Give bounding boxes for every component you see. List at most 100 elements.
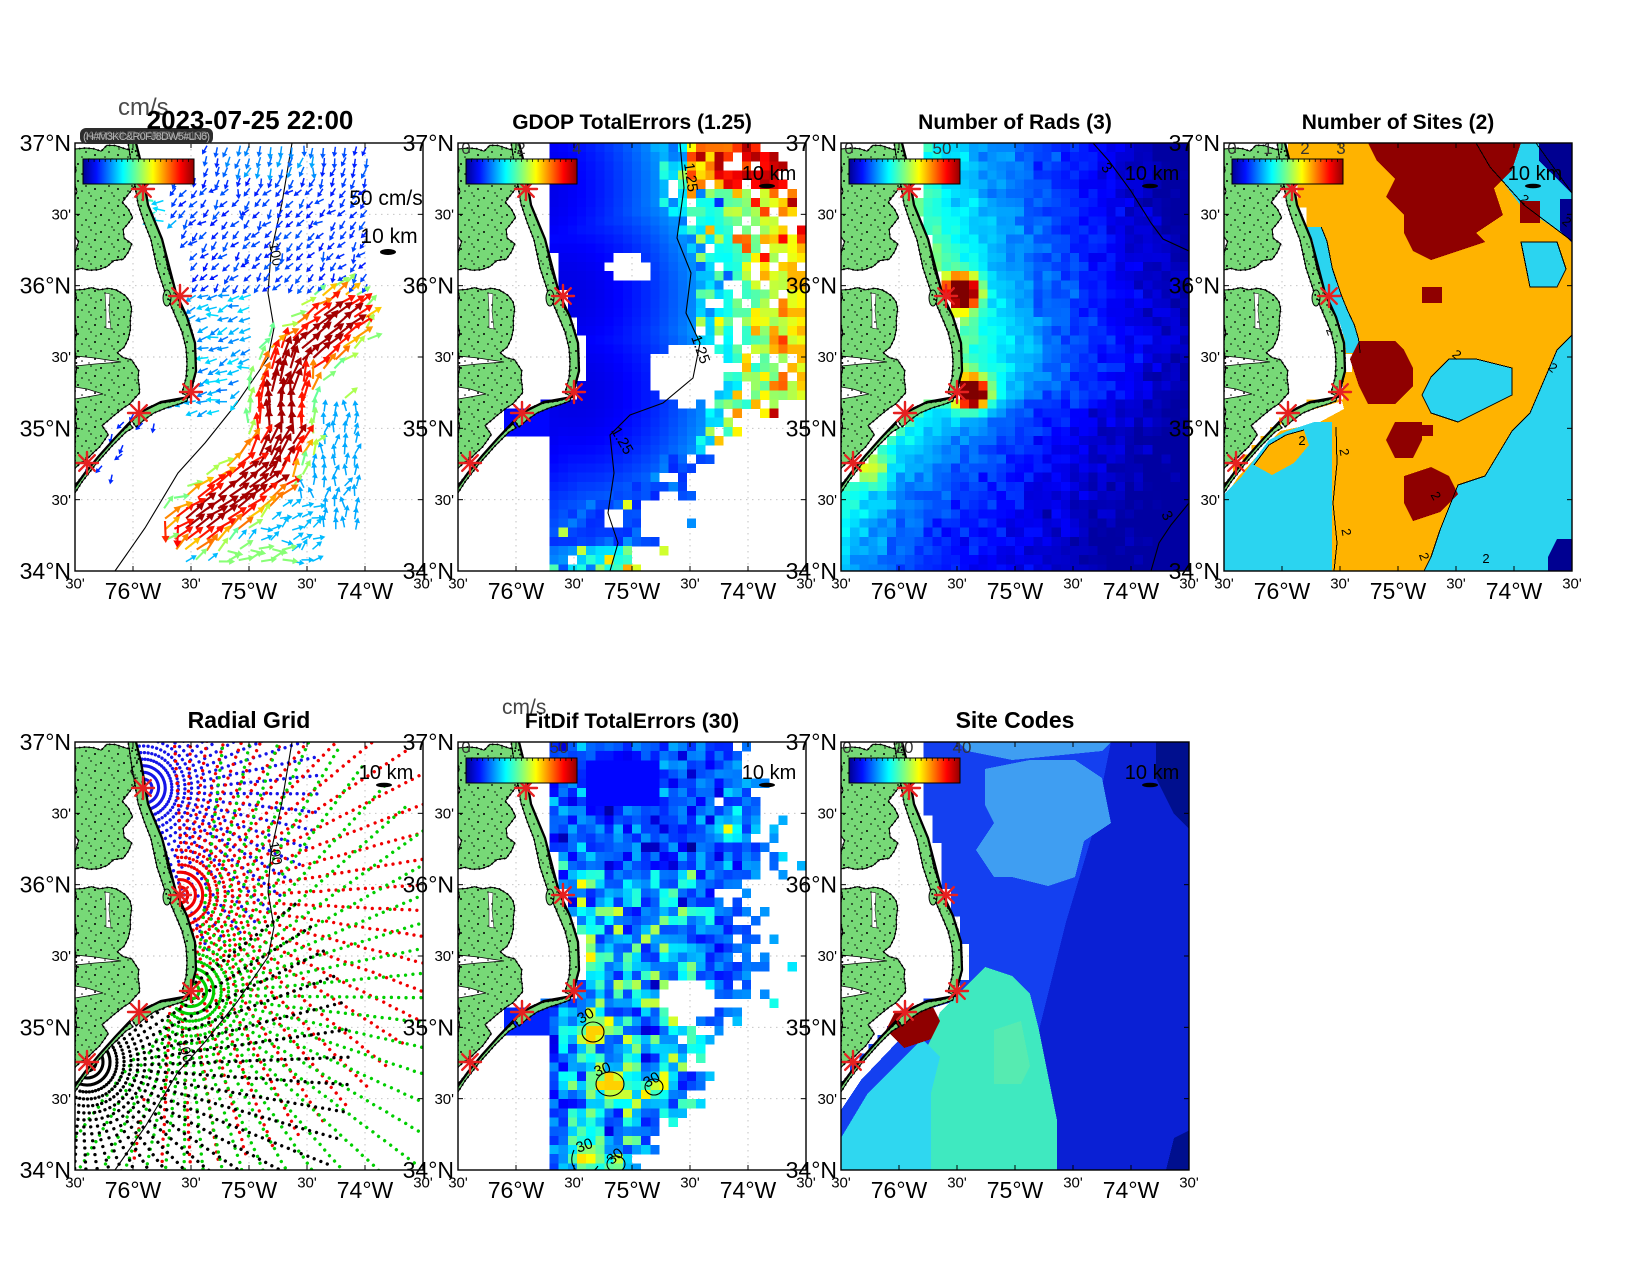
svg-text:2023-07-25 22:00: 2023-07-25 22:00 (147, 105, 354, 135)
svg-text:30': 30' (181, 575, 201, 592)
svg-text:30': 30' (1200, 349, 1220, 366)
svg-text:30': 30' (413, 575, 433, 592)
svg-text:37°N: 37°N (403, 729, 454, 755)
svg-text:30': 30' (297, 575, 317, 592)
svg-text:10 km: 10 km (1508, 163, 1562, 185)
svg-text:30': 30' (51, 1091, 71, 1108)
svg-text:34°N: 34°N (403, 558, 454, 584)
svg-text:30': 30' (51, 948, 71, 965)
svg-text:30': 30' (51, 806, 71, 823)
svg-text:30': 30' (564, 575, 584, 592)
svg-text:0: 0 (461, 139, 470, 158)
svg-text:30': 30' (51, 207, 71, 224)
svg-text:34°N: 34°N (403, 1157, 454, 1183)
svg-text:75°W: 75°W (1370, 578, 1427, 604)
svg-text:37°N: 37°N (20, 729, 71, 755)
svg-text:30': 30' (434, 806, 454, 823)
svg-text:30': 30' (1200, 492, 1220, 509)
svg-text:30': 30' (1446, 575, 1466, 592)
svg-text:36°N: 36°N (786, 872, 837, 898)
svg-text:37°N: 37°N (403, 130, 454, 156)
svg-text:cm/s: cm/s (502, 696, 546, 719)
svg-text:100: 100 (266, 840, 286, 866)
svg-text:30': 30' (1330, 575, 1350, 592)
svg-text:30': 30' (448, 1174, 468, 1191)
svg-text:35°N: 35°N (786, 415, 837, 441)
svg-text:35°N: 35°N (403, 1014, 454, 1040)
svg-text:1.25: 1.25 (680, 162, 701, 193)
svg-text:10 km: 10 km (359, 762, 413, 784)
svg-text:Number of Sites (2): Number of Sites (2) (1302, 111, 1495, 134)
svg-text:3: 3 (1336, 139, 1345, 158)
svg-text:34°N: 34°N (786, 558, 837, 584)
svg-text:74°W: 74°W (1103, 578, 1160, 604)
svg-text:30': 30' (434, 948, 454, 965)
svg-text:2: 2 (1338, 527, 1354, 537)
svg-text:76°W: 76°W (488, 1177, 545, 1203)
svg-text:30': 30' (51, 492, 71, 509)
svg-text:30': 30' (448, 575, 468, 592)
svg-text:30': 30' (51, 349, 71, 366)
svg-text:35°N: 35°N (1169, 415, 1220, 441)
svg-text:37°N: 37°N (1169, 130, 1220, 156)
svg-text:40: 40 (953, 738, 972, 757)
svg-text:2: 2 (1482, 551, 1489, 566)
svg-text:30': 30' (434, 349, 454, 366)
svg-text:30': 30' (831, 575, 851, 592)
svg-text:30': 30' (434, 207, 454, 224)
svg-text:cm/s: cm/s (118, 94, 169, 121)
svg-text:30': 30' (817, 207, 837, 224)
svg-text:XW8S#4HTYC0REDUKL1SB: XW8S#4HTYC0REDUKL1SB (85, 130, 208, 142)
svg-text:30': 30' (434, 1091, 454, 1108)
svg-text:30: 30 (592, 1059, 613, 1081)
svg-text:30': 30' (947, 575, 967, 592)
svg-text:30': 30' (413, 1174, 433, 1191)
svg-text:0: 0 (842, 738, 851, 757)
svg-text:30: 30 (574, 1135, 595, 1157)
svg-text:34°N: 34°N (1169, 558, 1220, 584)
svg-text:30': 30' (564, 1174, 584, 1191)
svg-text:30': 30' (831, 1174, 851, 1191)
svg-text:36°N: 36°N (1169, 273, 1220, 299)
svg-text:1: 1 (1263, 139, 1272, 158)
svg-text:74°W: 74°W (720, 1177, 777, 1203)
svg-text:50 cm/s: 50 cm/s (349, 187, 423, 210)
svg-text:30': 30' (1179, 1174, 1199, 1191)
svg-text:FitDif TotalErrors (30): FitDif TotalErrors (30) (525, 710, 739, 733)
svg-text:GDOP TotalErrors (1.25): GDOP TotalErrors (1.25) (512, 111, 752, 134)
svg-text:30': 30' (1562, 575, 1582, 592)
svg-text:Radial Grid: Radial Grid (188, 707, 311, 733)
svg-text:34°N: 34°N (20, 1157, 71, 1183)
svg-text:30': 30' (680, 1174, 700, 1191)
svg-text:75°W: 75°W (221, 1177, 278, 1203)
svg-text:74°W: 74°W (1486, 578, 1543, 604)
svg-text:76°W: 76°W (1254, 578, 1311, 604)
svg-text:Site Codes: Site Codes (956, 707, 1075, 733)
svg-text:75°W: 75°W (604, 1177, 661, 1203)
svg-text:30': 30' (817, 948, 837, 965)
svg-text:2: 2 (1416, 550, 1433, 562)
svg-text:74°W: 74°W (337, 1177, 394, 1203)
svg-text:50: 50 (550, 738, 569, 757)
svg-text:30': 30' (434, 492, 454, 509)
svg-text:35°N: 35°N (20, 415, 71, 441)
svg-text:30: 30 (574, 1005, 597, 1028)
svg-text:100: 100 (175, 1037, 197, 1064)
svg-text:34°N: 34°N (20, 558, 71, 584)
svg-text:37°N: 37°N (786, 729, 837, 755)
svg-text:36°N: 36°N (20, 273, 71, 299)
svg-text:37°N: 37°N (20, 130, 71, 156)
svg-text:Number of Rads (3): Number of Rads (3) (918, 111, 1112, 134)
svg-text:30': 30' (817, 806, 837, 823)
svg-text:34°N: 34°N (786, 1157, 837, 1183)
svg-text:35°N: 35°N (786, 1014, 837, 1040)
svg-text:75°W: 75°W (221, 578, 278, 604)
svg-text:2: 2 (516, 139, 525, 158)
svg-text:30': 30' (817, 492, 837, 509)
svg-text:36°N: 36°N (20, 872, 71, 898)
svg-text:76°W: 76°W (871, 578, 928, 604)
svg-text:(H#M3KC&R0FJ8DW5#LN6): (H#M3KC&R0FJ8DW5#LN6) (83, 131, 210, 143)
svg-text:0: 0 (844, 139, 853, 158)
svg-text:36°N: 36°N (403, 872, 454, 898)
svg-text:30': 30' (796, 575, 816, 592)
